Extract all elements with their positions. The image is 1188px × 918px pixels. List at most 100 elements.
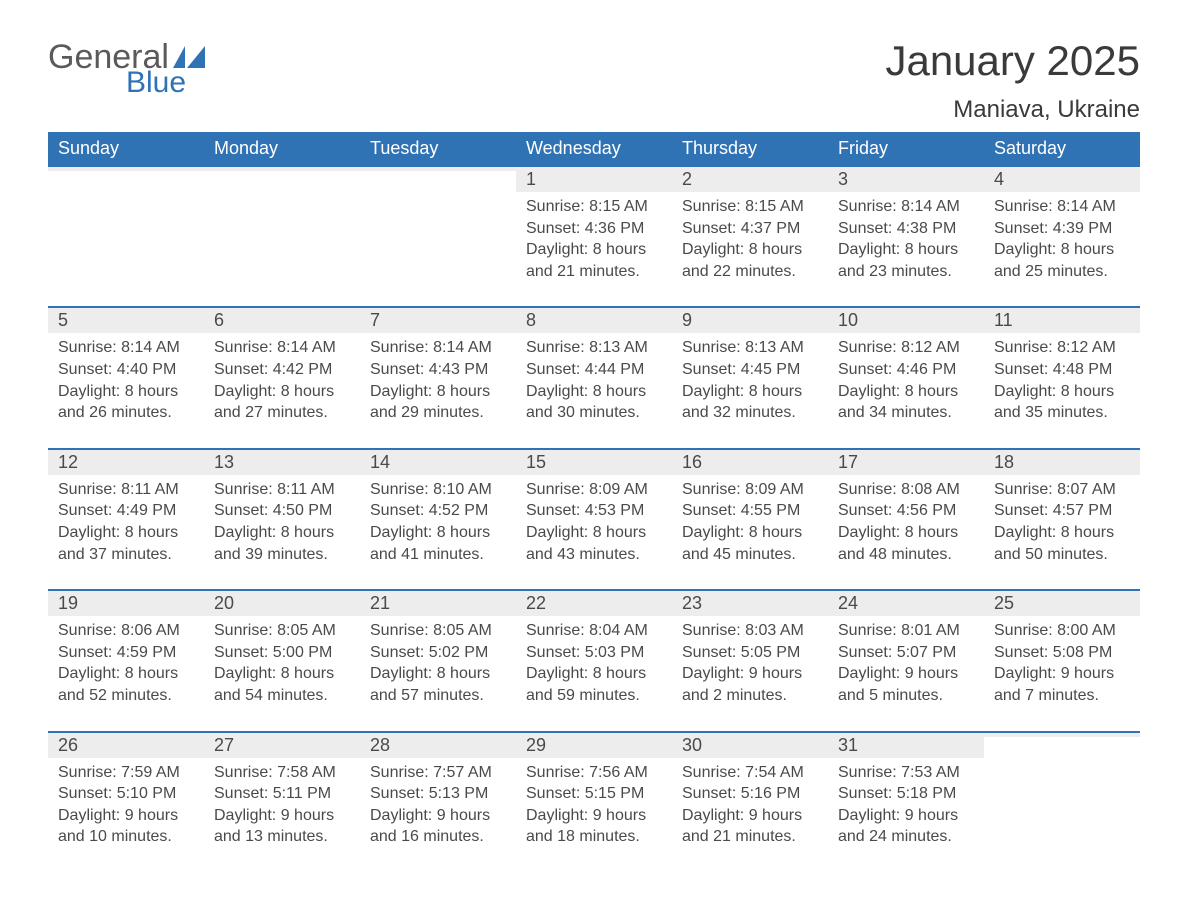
sunrise-line: Sunrise: 8:00 AM (994, 620, 1130, 642)
day-cell-body: Sunrise: 8:11 AMSunset: 4:50 PMDaylight:… (204, 475, 360, 590)
day-cell-body: Sunrise: 8:10 AMSunset: 4:52 PMDaylight:… (360, 475, 516, 590)
day-cell-number: 19 (48, 590, 204, 616)
day-number: 14 (360, 450, 516, 475)
day-body: Sunrise: 8:11 AMSunset: 4:50 PMDaylight:… (204, 475, 360, 589)
daylight-line: Daylight: 8 hours and 41 minutes. (370, 522, 506, 565)
daylight-line: Daylight: 8 hours and 37 minutes. (58, 522, 194, 565)
day-body: Sunrise: 8:12 AMSunset: 4:48 PMDaylight:… (984, 333, 1140, 447)
sunset-line: Sunset: 5:07 PM (838, 642, 974, 664)
day-cell-body: Sunrise: 8:14 AMSunset: 4:40 PMDaylight:… (48, 333, 204, 448)
day-cell-body: Sunrise: 8:14 AMSunset: 4:43 PMDaylight:… (360, 333, 516, 448)
flag-icon (173, 46, 211, 68)
day-number: 2 (672, 167, 828, 192)
sunrise-line: Sunrise: 8:11 AM (214, 479, 350, 501)
calendar-table: SundayMondayTuesdayWednesdayThursdayFrid… (48, 132, 1140, 872)
sunrise-line: Sunrise: 8:14 AM (58, 337, 194, 359)
daylight-line: Daylight: 8 hours and 26 minutes. (58, 381, 194, 424)
day-number: 7 (360, 308, 516, 333)
day-cell-number: 17 (828, 449, 984, 475)
day-cell-number: 26 (48, 732, 204, 758)
day-body: Sunrise: 7:54 AMSunset: 5:16 PMDaylight:… (672, 758, 828, 872)
sunset-line: Sunset: 4:57 PM (994, 500, 1130, 522)
day-cell-number: 15 (516, 449, 672, 475)
day-cell-body: Sunrise: 8:08 AMSunset: 4:56 PMDaylight:… (828, 475, 984, 590)
day-number: 17 (828, 450, 984, 475)
daylight-line: Daylight: 8 hours and 54 minutes. (214, 663, 350, 706)
day-body: Sunrise: 8:12 AMSunset: 4:46 PMDaylight:… (828, 333, 984, 447)
day-cell-number: 12 (48, 449, 204, 475)
day-cell-body (48, 192, 204, 307)
sunrise-line: Sunrise: 7:59 AM (58, 762, 194, 784)
day-cell-body: Sunrise: 7:58 AMSunset: 5:11 PMDaylight:… (204, 758, 360, 872)
day-number: 27 (204, 733, 360, 758)
sunset-line: Sunset: 4:50 PM (214, 500, 350, 522)
day-body (48, 192, 204, 302)
sunset-line: Sunset: 4:38 PM (838, 218, 974, 240)
sunset-line: Sunset: 5:10 PM (58, 783, 194, 805)
day-cell-body: Sunrise: 8:04 AMSunset: 5:03 PMDaylight:… (516, 616, 672, 731)
day-number: 16 (672, 450, 828, 475)
day-cell-body: Sunrise: 7:57 AMSunset: 5:13 PMDaylight:… (360, 758, 516, 872)
sunset-line: Sunset: 5:13 PM (370, 783, 506, 805)
day-cell-number: 9 (672, 307, 828, 333)
daynum-row: 19202122232425 (48, 590, 1140, 616)
day-body: Sunrise: 8:10 AMSunset: 4:52 PMDaylight:… (360, 475, 516, 589)
sunset-line: Sunset: 5:00 PM (214, 642, 350, 664)
day-cell-number: 13 (204, 449, 360, 475)
day-number (48, 167, 204, 171)
daylight-line: Daylight: 9 hours and 21 minutes. (682, 805, 818, 848)
sunrise-line: Sunrise: 8:09 AM (526, 479, 662, 501)
sunrise-line: Sunrise: 8:08 AM (838, 479, 974, 501)
day-cell-body: Sunrise: 8:14 AMSunset: 4:42 PMDaylight:… (204, 333, 360, 448)
sunrise-line: Sunrise: 8:01 AM (838, 620, 974, 642)
daylight-line: Daylight: 8 hours and 48 minutes. (838, 522, 974, 565)
day-number: 9 (672, 308, 828, 333)
sunset-line: Sunset: 4:55 PM (682, 500, 818, 522)
sunset-line: Sunset: 4:49 PM (58, 500, 194, 522)
sunrise-line: Sunrise: 8:14 AM (838, 196, 974, 218)
day-body (360, 192, 516, 302)
day-body: Sunrise: 7:56 AMSunset: 5:15 PMDaylight:… (516, 758, 672, 872)
day-cell-body: Sunrise: 7:54 AMSunset: 5:16 PMDaylight:… (672, 758, 828, 872)
day-body: Sunrise: 8:03 AMSunset: 5:05 PMDaylight:… (672, 616, 828, 730)
day-cell-body: Sunrise: 8:00 AMSunset: 5:08 PMDaylight:… (984, 616, 1140, 731)
day-body: Sunrise: 7:59 AMSunset: 5:10 PMDaylight:… (48, 758, 204, 872)
sunset-line: Sunset: 5:03 PM (526, 642, 662, 664)
day-number: 4 (984, 167, 1140, 192)
day-cell-body: Sunrise: 8:03 AMSunset: 5:05 PMDaylight:… (672, 616, 828, 731)
day-cell-number (204, 166, 360, 192)
sunset-line: Sunset: 4:48 PM (994, 359, 1130, 381)
day-body: Sunrise: 8:13 AMSunset: 4:44 PMDaylight:… (516, 333, 672, 447)
sunset-line: Sunset: 4:43 PM (370, 359, 506, 381)
day-cell-body: Sunrise: 8:06 AMSunset: 4:59 PMDaylight:… (48, 616, 204, 731)
day-body: Sunrise: 8:14 AMSunset: 4:38 PMDaylight:… (828, 192, 984, 306)
day-cell-number: 8 (516, 307, 672, 333)
day-cell-number: 22 (516, 590, 672, 616)
logo-text-blue: Blue (126, 68, 211, 98)
day-body: Sunrise: 8:14 AMSunset: 4:42 PMDaylight:… (204, 333, 360, 447)
weekday-header: Saturday (984, 132, 1140, 166)
daynum-row: 1234 (48, 166, 1140, 192)
sunrise-line: Sunrise: 8:03 AM (682, 620, 818, 642)
weekday-header: Sunday (48, 132, 204, 166)
daynum-row: 262728293031 (48, 732, 1140, 758)
day-cell-number: 5 (48, 307, 204, 333)
day-number: 23 (672, 591, 828, 616)
sunrise-line: Sunrise: 8:05 AM (214, 620, 350, 642)
daylight-line: Daylight: 8 hours and 27 minutes. (214, 381, 350, 424)
weekday-header-row: SundayMondayTuesdayWednesdayThursdayFrid… (48, 132, 1140, 166)
daylight-line: Daylight: 8 hours and 52 minutes. (58, 663, 194, 706)
sunrise-line: Sunrise: 7:57 AM (370, 762, 506, 784)
day-number (984, 733, 1140, 737)
day-cell-body: Sunrise: 8:12 AMSunset: 4:46 PMDaylight:… (828, 333, 984, 448)
day-body: Sunrise: 8:13 AMSunset: 4:45 PMDaylight:… (672, 333, 828, 447)
day-number: 11 (984, 308, 1140, 333)
day-cell-number (984, 732, 1140, 758)
day-cell-number: 27 (204, 732, 360, 758)
weekday-header: Thursday (672, 132, 828, 166)
weekday-header: Friday (828, 132, 984, 166)
daylight-line: Daylight: 9 hours and 10 minutes. (58, 805, 194, 848)
day-body: Sunrise: 7:53 AMSunset: 5:18 PMDaylight:… (828, 758, 984, 872)
day-cell-body: Sunrise: 8:05 AMSunset: 5:02 PMDaylight:… (360, 616, 516, 731)
day-cell-number (48, 166, 204, 192)
